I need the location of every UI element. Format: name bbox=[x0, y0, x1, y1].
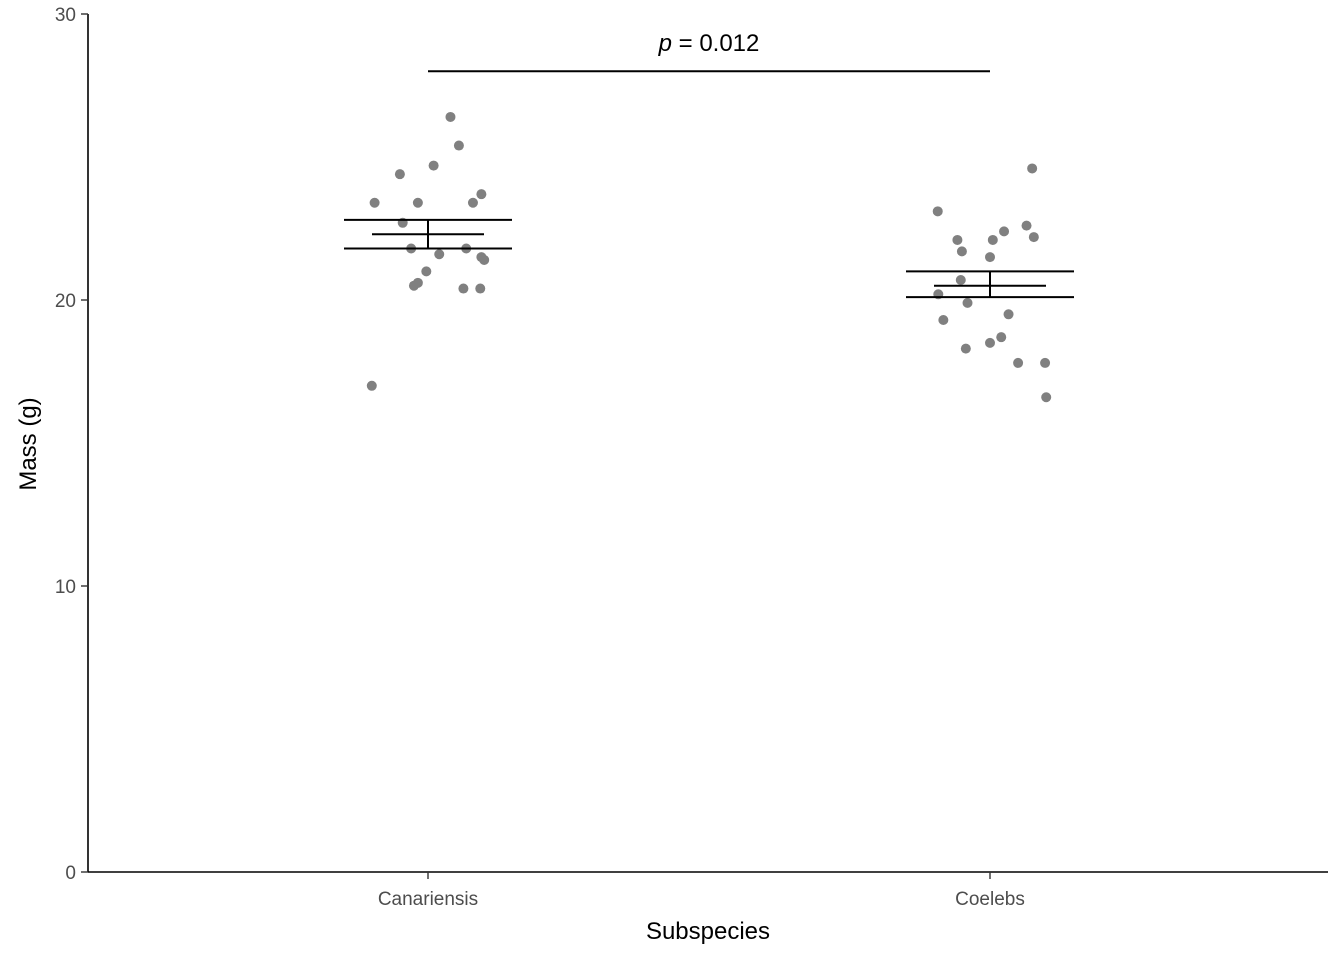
data-point bbox=[453, 140, 464, 151]
data-point bbox=[938, 315, 949, 326]
data-point bbox=[1021, 220, 1032, 231]
data-point bbox=[1003, 309, 1014, 320]
data-point bbox=[475, 283, 486, 294]
data-point bbox=[952, 234, 963, 245]
data-point bbox=[394, 169, 405, 180]
data-point bbox=[932, 206, 943, 217]
data-point bbox=[445, 111, 456, 122]
plot-marks: p = 0.012 bbox=[344, 30, 1074, 403]
data-point bbox=[960, 343, 971, 354]
data-point bbox=[421, 266, 432, 277]
x-tick-label: Canariensis bbox=[378, 889, 478, 910]
data-point bbox=[987, 234, 998, 245]
data-point bbox=[369, 197, 380, 208]
data-point bbox=[999, 226, 1010, 237]
data-point bbox=[985, 252, 995, 263]
data-point bbox=[1028, 232, 1039, 243]
data-point bbox=[467, 197, 478, 208]
data-point bbox=[366, 380, 377, 391]
data-point bbox=[1041, 392, 1052, 403]
y-tick-label: 0 bbox=[65, 863, 76, 884]
x-axis-title: Subspecies bbox=[646, 918, 770, 945]
data-point bbox=[956, 246, 967, 257]
p-value-text: = 0.012 bbox=[672, 30, 759, 57]
data-point bbox=[955, 274, 966, 285]
data-point bbox=[428, 160, 439, 171]
data-point bbox=[1040, 357, 1051, 368]
data-point bbox=[1013, 357, 1024, 368]
y-tick-label: 30 bbox=[55, 5, 76, 26]
y-axis-title: Mass (g) bbox=[15, 397, 42, 490]
y-tick-label: 10 bbox=[55, 577, 76, 598]
data-point bbox=[434, 249, 445, 260]
x-tick-label: Coelebs bbox=[955, 889, 1025, 910]
data-point bbox=[476, 189, 487, 200]
data-point bbox=[1027, 163, 1038, 174]
data-point bbox=[408, 280, 419, 291]
axes: 0 10 20 30 Canariensis Coelebs bbox=[55, 5, 1328, 910]
data-point bbox=[985, 337, 995, 348]
data-point bbox=[996, 332, 1007, 343]
data-point bbox=[458, 283, 469, 294]
data-point bbox=[412, 197, 423, 208]
data-point bbox=[962, 297, 973, 308]
p-symbol: p bbox=[658, 30, 672, 57]
y-tick-label: 20 bbox=[55, 291, 76, 312]
p-value-label: p = 0.012 bbox=[658, 30, 760, 57]
data-point bbox=[479, 254, 490, 265]
